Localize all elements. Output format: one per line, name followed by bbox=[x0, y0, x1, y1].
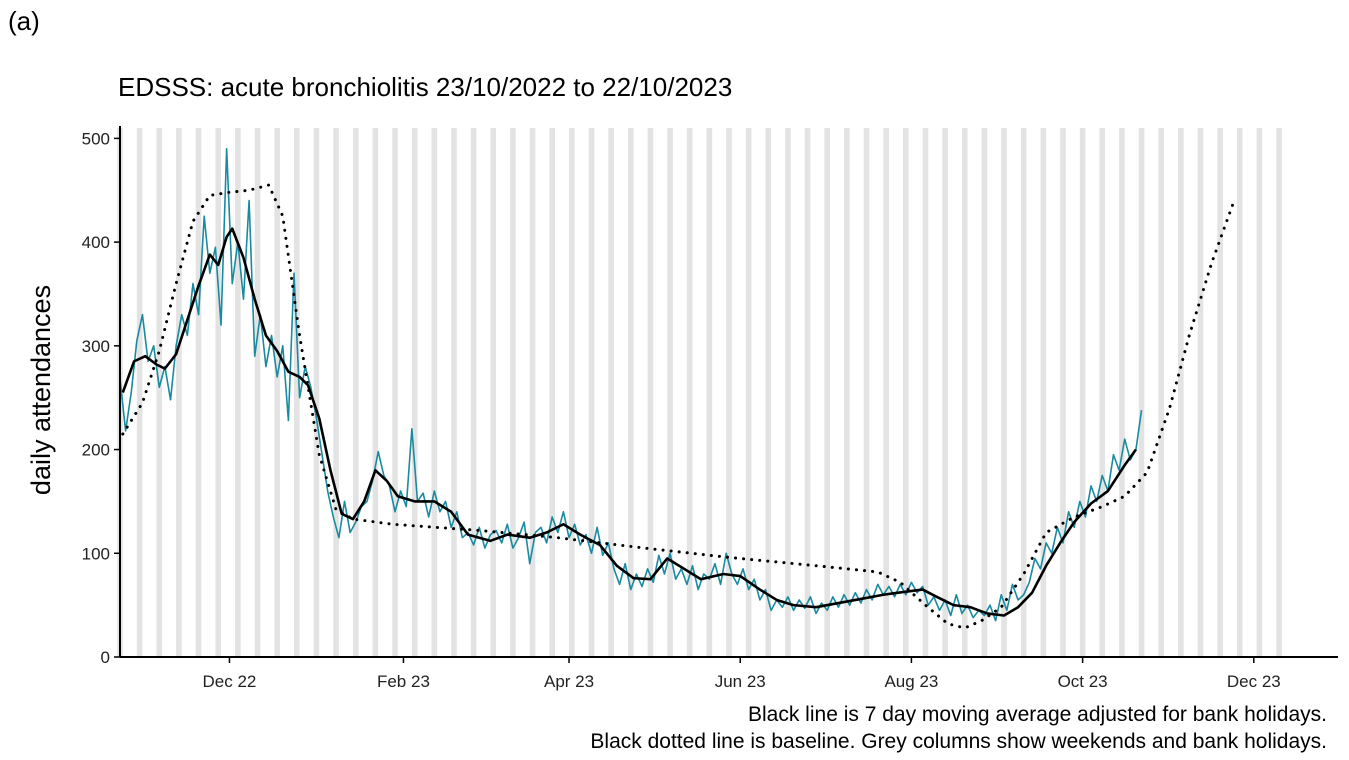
weekend-column bbox=[588, 128, 595, 657]
axes bbox=[119, 126, 1338, 658]
weekend-column bbox=[352, 128, 359, 657]
weekend-column bbox=[1099, 128, 1106, 657]
y-tick-label: 400 bbox=[82, 233, 110, 252]
y-tick-label: 200 bbox=[82, 441, 110, 460]
weekend-column bbox=[981, 128, 988, 657]
weekend-column bbox=[667, 128, 673, 657]
weekend-column bbox=[647, 128, 654, 657]
weekend-column bbox=[490, 128, 497, 657]
panel-label: (a) bbox=[8, 6, 40, 36]
weekend-column bbox=[510, 128, 516, 657]
series-lines bbox=[119, 147, 1236, 630]
weekend-column bbox=[1178, 128, 1184, 657]
weekend-column bbox=[1079, 128, 1086, 657]
weekend-column bbox=[1158, 128, 1164, 657]
weekend-column bbox=[274, 128, 280, 657]
weekend-column bbox=[372, 128, 379, 657]
weekend-column bbox=[235, 128, 241, 657]
weekend-column bbox=[136, 128, 143, 657]
weekend-column bbox=[804, 128, 811, 657]
x-tick-label: Dec 23 bbox=[1227, 672, 1281, 691]
weekend-column bbox=[1060, 128, 1066, 657]
weekend-column bbox=[451, 128, 457, 657]
weekend-column bbox=[254, 128, 261, 657]
weekend-column bbox=[1020, 128, 1027, 657]
weekend-column bbox=[549, 128, 555, 657]
weekend-column bbox=[706, 128, 713, 657]
weekend-column bbox=[863, 128, 870, 657]
weekend-column bbox=[294, 128, 300, 657]
y-tick-label: 0 bbox=[101, 648, 110, 667]
weekend-column bbox=[765, 128, 772, 657]
x-tick-label: Jun 23 bbox=[715, 672, 766, 691]
weekend-column bbox=[844, 128, 850, 657]
weekend-column bbox=[529, 128, 536, 657]
weekend-column bbox=[883, 128, 889, 657]
weekend-column bbox=[608, 128, 614, 657]
weekend-column bbox=[176, 128, 182, 657]
weekend-column bbox=[824, 128, 831, 657]
weekend-column bbox=[313, 128, 320, 657]
weekend-column bbox=[627, 128, 634, 657]
footnote-line-2: Black dotted line is baseline. Grey colu… bbox=[590, 730, 1327, 753]
weekend-column bbox=[942, 128, 948, 657]
weekend-column bbox=[1256, 128, 1263, 657]
y-axis-label: daily attendances bbox=[26, 285, 56, 495]
chart-title: EDSSS: acute bronchiolitis 23/10/2022 to… bbox=[118, 72, 733, 102]
x-tick-label: Apr 23 bbox=[544, 672, 594, 691]
weekend-column bbox=[195, 128, 202, 657]
weekend-column bbox=[470, 128, 477, 657]
ticks: 0 100 200 300 400 500 Dec 22 Feb 23 Apr 23 Jun 23… bbox=[82, 129, 1281, 691]
weekend-column bbox=[1217, 128, 1223, 657]
weekend-column bbox=[785, 128, 791, 657]
weekend-column bbox=[961, 128, 968, 657]
weekend-column bbox=[1236, 128, 1243, 657]
x-tick-label: Dec 22 bbox=[203, 672, 257, 691]
weekend-column bbox=[431, 128, 438, 657]
weekend-column bbox=[1001, 128, 1007, 657]
y-tick-label: 500 bbox=[82, 129, 110, 148]
weekend-column bbox=[411, 128, 418, 657]
weekend-column bbox=[333, 128, 339, 657]
moving-average-line bbox=[121, 227, 1137, 617]
footnote-line-1: Black line is 7 day moving average adjus… bbox=[748, 703, 1327, 726]
weekend-column bbox=[1197, 128, 1204, 657]
weekend-column bbox=[569, 128, 575, 657]
weekend-column bbox=[1276, 128, 1282, 657]
weekend-column bbox=[156, 128, 163, 657]
weekend-column bbox=[726, 128, 732, 657]
weekend-column bbox=[392, 128, 398, 657]
weekend-columns bbox=[117, 128, 1282, 657]
baseline-dotted-line bbox=[121, 183, 1236, 630]
weekend-column bbox=[922, 128, 929, 657]
weekend-column bbox=[1138, 128, 1145, 657]
y-tick-label: 100 bbox=[82, 544, 110, 563]
weekend-column bbox=[1119, 128, 1125, 657]
y-tick-label: 300 bbox=[82, 337, 110, 356]
weekend-column bbox=[903, 128, 909, 657]
x-tick-label: Feb 23 bbox=[377, 672, 430, 691]
weekend-column bbox=[215, 128, 222, 657]
weekend-column bbox=[1040, 128, 1047, 657]
weekend-column bbox=[686, 128, 693, 657]
x-tick-label: Aug 23 bbox=[884, 672, 938, 691]
x-tick-label: Oct 23 bbox=[1058, 672, 1108, 691]
weekend-column bbox=[745, 128, 752, 657]
